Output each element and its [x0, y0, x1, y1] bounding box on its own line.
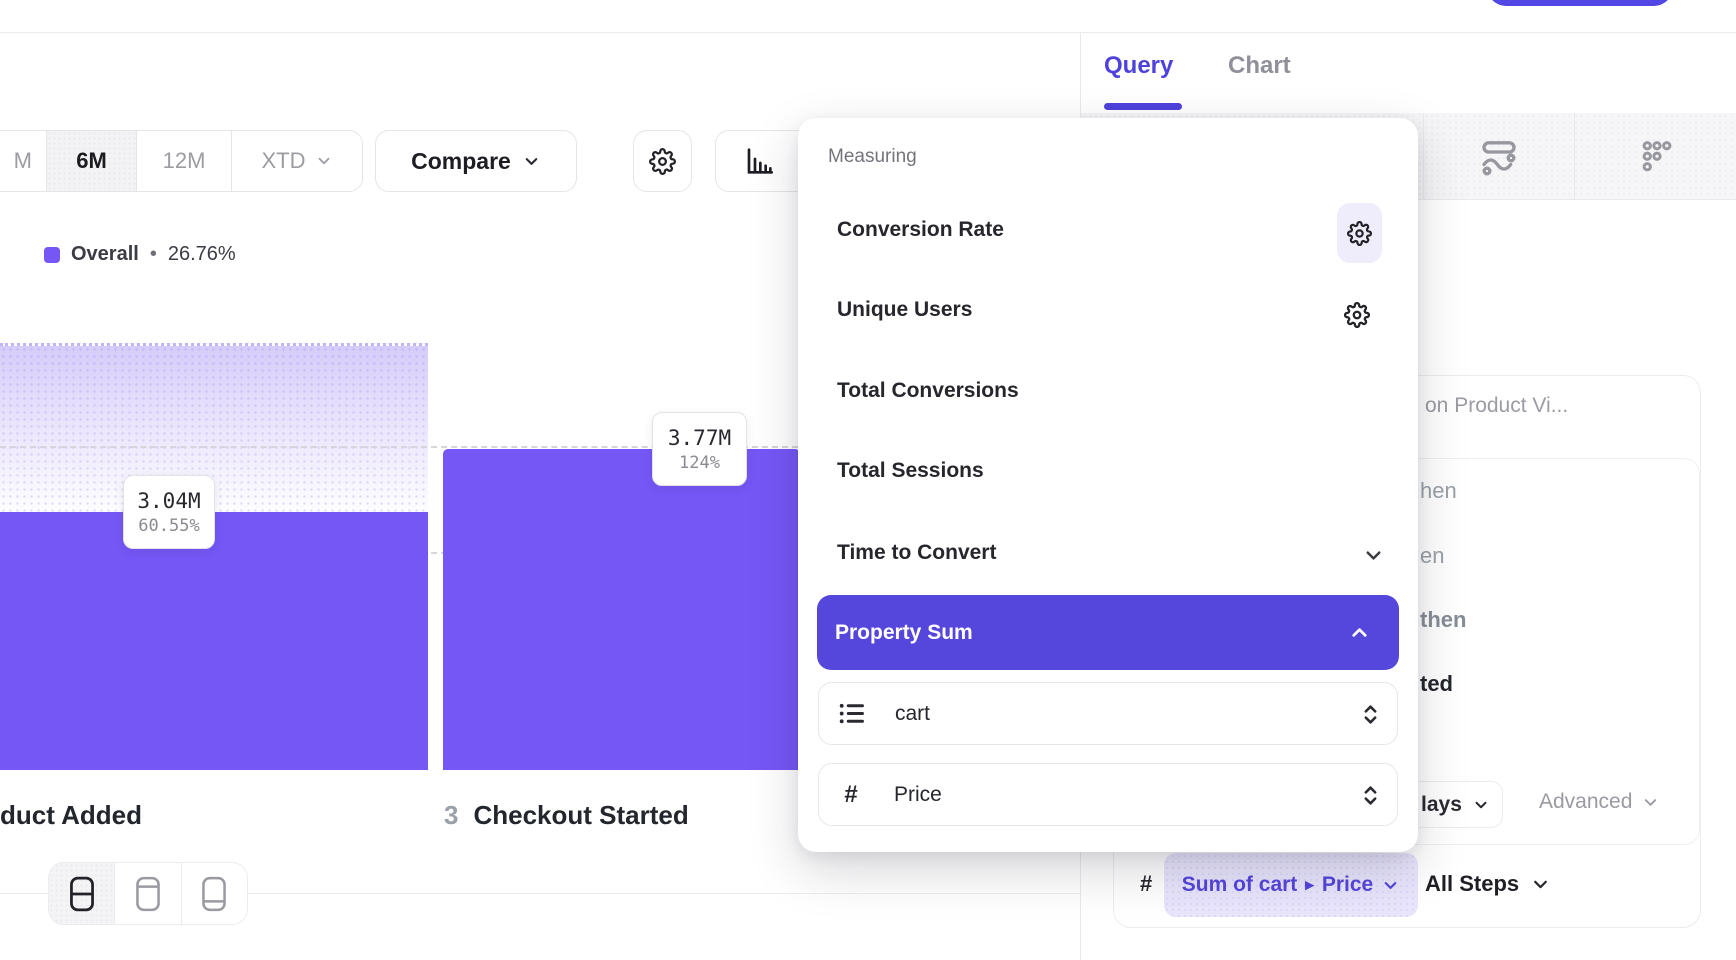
range-xtd-button[interactable]: XTD [231, 131, 362, 191]
funnel-bar-product-added[interactable] [0, 512, 428, 770]
list-icon [836, 698, 867, 729]
gear-icon [1344, 302, 1370, 328]
step-number: 3 [444, 800, 459, 830]
advanced-button[interactable]: Advanced [1539, 790, 1660, 814]
funnel-bars-icon [743, 145, 775, 177]
bar-value-label-product-added: 3.04M 60.55% [123, 475, 215, 549]
bar-conversion: 60.55% [138, 515, 200, 536]
toolbar-cell-divider [1423, 113, 1424, 200]
range-12m-button[interactable]: 12M [136, 131, 231, 191]
chart-legend: Overall • 26.76% [44, 243, 236, 266]
range-6m-button[interactable]: 6M [46, 131, 136, 191]
chip-text: Sum of cart [1181, 873, 1298, 896]
property-sum-event-selector[interactable]: cart [818, 682, 1398, 745]
step-row-fragment-3: then [1420, 607, 1467, 632]
gear-icon [649, 147, 676, 175]
chevron-down-icon [1362, 544, 1385, 567]
bar-conversion: 124% [679, 452, 720, 473]
chevron-down-icon [1381, 876, 1400, 895]
all-steps-dropdown[interactable]: All Steps [1425, 871, 1551, 897]
days-label-fragment: lays [1421, 792, 1462, 816]
layout-split-top-icon [133, 875, 163, 913]
layout-split-bottom-button[interactable] [180, 863, 247, 924]
bar-value-label-checkout-started: 3.77M 124% [652, 412, 747, 486]
gear-icon [1347, 220, 1372, 246]
tab-query[interactable]: Query [1104, 52, 1174, 79]
selected-property: Price [894, 782, 942, 806]
card-title-fragment: on Product Vi... [1425, 394, 1569, 417]
chevron-down-icon [1530, 874, 1551, 895]
compare-button[interactable]: Compare [375, 130, 577, 192]
step-row-fragment-1: hen [1420, 478, 1457, 503]
step-name: Checkout Started [473, 800, 689, 830]
chip-property: Price [1321, 873, 1374, 896]
layout-split-middle-icon [67, 875, 97, 913]
funnel-trends-icon [1479, 137, 1519, 177]
measure-chip-sum-of-cart-price[interactable]: Sum of cart ▸ Price [1164, 853, 1418, 917]
panel-layout-segmented-control [48, 862, 248, 925]
time-to-convert-expand-chevron[interactable] [1362, 544, 1385, 567]
property-sum-label: Property Sum [835, 620, 973, 644]
layout-split-top-button[interactable] [114, 863, 181, 924]
measure-hash-symbol: # [1140, 871, 1153, 896]
funnel-trends-view-button[interactable] [1424, 113, 1574, 200]
selected-event: cart [895, 701, 931, 725]
chevron-down-icon [522, 152, 541, 171]
dashed-guide-line-upper [0, 446, 798, 448]
chevron-down-icon [1472, 796, 1490, 814]
menu-item-conversion-rate[interactable]: Conversion Rate [837, 218, 1004, 241]
active-tab-underline [1104, 103, 1182, 110]
header-divider [0, 32, 1736, 33]
property-sum-property-selector[interactable]: # Price [818, 763, 1398, 826]
layout-split-horizontal-button[interactable] [49, 863, 115, 924]
step-label-checkout-started: 3 Checkout Started [444, 800, 689, 831]
menu-item-total-sessions[interactable]: Total Sessions [837, 459, 984, 482]
compare-label: Compare [411, 147, 511, 174]
stepper-icon [1358, 783, 1383, 808]
funnel-bar-checkout-started[interactable] [443, 449, 800, 770]
legend-value: 26.76% [167, 243, 236, 265]
hash-icon: # [844, 780, 858, 808]
chevron-up-icon [1348, 621, 1371, 644]
unique-users-settings-button[interactable] [1344, 302, 1370, 328]
chip-arrow: ▸ [1305, 875, 1314, 894]
measuring-popover: Measuring Conversion Rate Unique Users T… [798, 118, 1418, 852]
stepper-icon [1358, 702, 1383, 727]
range-m-button[interactable]: M [0, 131, 46, 191]
menu-item-total-conversions[interactable]: Total Conversions [837, 379, 1019, 402]
funnel-steps-view-button[interactable] [1582, 113, 1732, 200]
legend-swatch [44, 246, 60, 263]
toolbar-cell-divider [1574, 113, 1575, 200]
all-steps-label: All Steps [1425, 871, 1520, 896]
range-xtd-label: XTD [261, 148, 306, 173]
chart-settings-button[interactable] [633, 130, 692, 192]
layout-split-bottom-icon [199, 875, 229, 913]
chevron-down-icon [1641, 793, 1660, 812]
date-range-segmented-control: M 6M 12M XTD [0, 130, 363, 192]
legend-series: Overall [71, 243, 139, 265]
advanced-label: Advanced [1539, 790, 1633, 813]
menu-item-unique-users[interactable]: Unique Users [837, 298, 973, 321]
menu-item-property-sum-selected[interactable]: Property Sum [817, 595, 1399, 670]
popover-title: Measuring [828, 146, 917, 167]
tab-chart[interactable]: Chart [1228, 52, 1291, 79]
step-row-fragment-4: ted [1420, 671, 1453, 696]
chart-section-divider [0, 893, 1080, 894]
menu-item-time-to-convert[interactable]: Time to Convert [837, 541, 997, 564]
step-label-product-added-fragment: duct Added [0, 800, 143, 830]
bar-value: 3.77M [667, 425, 732, 450]
legend-separator: • [149, 243, 157, 265]
primary-action-button[interactable] [1487, 0, 1673, 6]
dots-funnel-icon [1639, 139, 1675, 175]
chevron-down-icon [315, 152, 333, 170]
step-row-fragment-2: en [1420, 543, 1445, 568]
bar-value: 3.04M [137, 488, 201, 513]
conversion-rate-settings-button[interactable] [1337, 203, 1382, 263]
